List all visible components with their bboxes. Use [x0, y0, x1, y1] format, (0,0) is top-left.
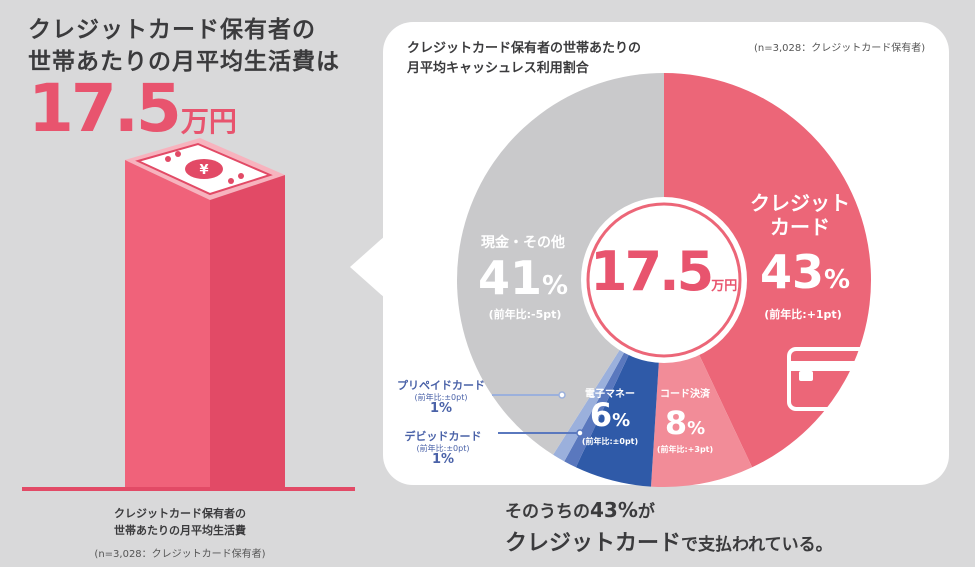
chart-sample-note: (n=3,028：クレジットカード保有者) [754, 43, 926, 54]
cash-yoy: (前年比:-5pt) [488, 308, 562, 321]
credit-card-icon [787, 347, 887, 411]
money-stack-illustration: ¥ [22, 138, 355, 491]
code-label: コード決済 [660, 389, 710, 400]
bar-caption: クレジットカード保有者の 世帯あたりの月平均生活費 [95, 505, 265, 539]
money-stack-side [210, 175, 285, 488]
emoney-yoy: (前年比:±0pt) [581, 437, 639, 446]
emoney-percent: 6% [574, 396, 646, 434]
center-amount-value: 17.5 [590, 240, 714, 303]
code-yoy: (前年比:+3pt) [656, 445, 714, 454]
credit-percent-value: 43 [759, 245, 824, 299]
headline-line1: クレジットカード保有者の [28, 17, 316, 43]
credit-label-line2: カード [770, 215, 830, 239]
credit-label-line1: クレジット [750, 191, 850, 215]
emoney-percent-value: 6 [589, 396, 613, 434]
ground-line [22, 487, 355, 491]
credit-percent: 43% [745, 245, 865, 299]
chart-title-line1: クレジットカード保有者の世帯あたりの [407, 41, 642, 56]
banknote-dot [175, 151, 181, 157]
yen-emblem [185, 159, 223, 179]
pie-slice-5 [457, 73, 664, 455]
prepaid-yoy: (前年比:±0pt) [414, 393, 468, 402]
cash-label: 現金・その他 [481, 235, 565, 251]
prepaid-label: プリペイドカード [397, 379, 485, 392]
banknote-dot [238, 173, 244, 179]
headline-amount-unit: 万円 [180, 105, 237, 138]
debit-percent: 1% [431, 452, 455, 467]
code-percent-value: 8 [664, 404, 688, 442]
headline-line2: 世帯あたりの月平均生活費は [28, 49, 340, 75]
cash-percent-value: 41 [477, 251, 542, 305]
cash-percent-sign: % [541, 271, 569, 301]
code-percent-sign: % [687, 418, 706, 439]
yen-icon: ¥ [199, 163, 208, 178]
callout-lines [492, 391, 584, 437]
bar-caption-line2: 世帯あたりの月平均生活費 [114, 524, 246, 537]
summary-card: クレジットカード [505, 531, 682, 556]
code-percent: 8% [645, 404, 725, 442]
banknote-dot [165, 156, 171, 162]
pie-center-circle [581, 197, 747, 363]
center-amount-unit: 万円 [711, 279, 738, 294]
summary-pre: そのうちの [505, 502, 590, 522]
summary-tail: で支払われている。 [681, 535, 833, 555]
money-stack-front [125, 160, 210, 488]
prepaid-callout-dot [558, 391, 566, 399]
cash-percent: 41% [468, 251, 578, 305]
pie-chart [457, 73, 871, 487]
headline-amount: 17.5万円 [28, 70, 237, 147]
headline-amount-value: 17.5 [28, 70, 182, 147]
summary-percent: 43% [590, 498, 638, 522]
bar-caption-line1: クレジットカード保有者の [114, 507, 246, 520]
chart-title-line2: 月平均キャッシュレス利用割合 [407, 61, 589, 76]
center-amount: 17.5万円 [590, 240, 737, 303]
credit-percent-sign: % [823, 265, 851, 295]
emoney-percent-sign: % [612, 410, 631, 431]
bubble-tail [350, 235, 386, 299]
summary-line1: そのうちの43%が [505, 497, 655, 522]
debit-label: デビッドカード [404, 430, 482, 443]
debit-callout-dot [576, 429, 584, 437]
debit-yoy: (前年比:±0pt) [416, 444, 470, 453]
summary-line2: クレジットカードで支払われている。 [505, 525, 833, 557]
pie-center-ring [586, 202, 742, 358]
bar-caption-note: (n=3,028：クレジットカード保有者) [94, 549, 266, 560]
banknote-dot [228, 178, 234, 184]
prepaid-percent: 1% [429, 401, 453, 416]
credit-yoy: (前年比:+1pt) [764, 308, 842, 321]
credit-label: クレジット カード [735, 191, 865, 239]
summary-post: が [637, 502, 655, 522]
emoney-label: 電子マネー [585, 389, 635, 400]
